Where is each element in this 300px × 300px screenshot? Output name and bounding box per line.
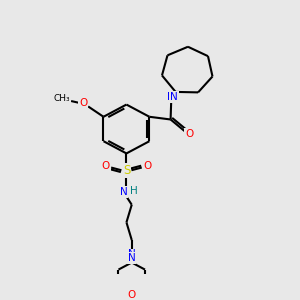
Text: N: N <box>128 253 136 263</box>
Text: H: H <box>130 186 138 196</box>
Text: N: N <box>120 187 128 197</box>
Text: O: O <box>143 161 151 171</box>
Text: CH₃: CH₃ <box>54 94 70 103</box>
Text: N: N <box>170 92 178 102</box>
Text: N: N <box>167 92 175 102</box>
Text: O: O <box>102 161 110 171</box>
Text: N: N <box>128 249 136 260</box>
Text: S: S <box>123 164 130 177</box>
Text: O: O <box>128 290 136 300</box>
Text: O: O <box>79 98 87 108</box>
Text: O: O <box>185 129 193 139</box>
